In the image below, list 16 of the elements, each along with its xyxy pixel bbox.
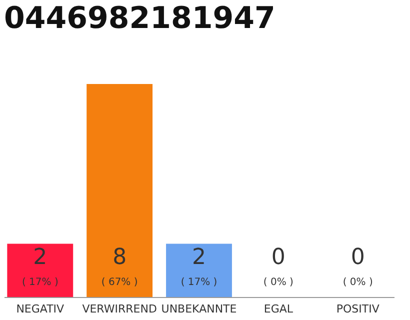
x-tick-label: POSITIV — [336, 302, 380, 316]
chart-title: 0446982181947 — [4, 1, 276, 36]
x-tick-label: EGAL — [264, 302, 294, 316]
x-tick-label: VERWIRREND — [82, 302, 157, 316]
x-tick-label: UNBEKANNTE — [161, 302, 237, 316]
data-label: 2 — [33, 245, 48, 270]
x-tick-label: NEGATIV — [16, 302, 65, 316]
data-label: 8 — [112, 245, 127, 270]
annotation: ( 17% ) — [180, 277, 218, 288]
annotation: ( 67% ) — [101, 277, 138, 288]
data-label: 0 — [350, 245, 365, 270]
annotation: ( 17% ) — [22, 277, 58, 288]
data-label: 0 — [271, 245, 286, 270]
data-label: 2 — [192, 245, 206, 270]
annotation: ( 0% ) — [263, 277, 294, 288]
annotation: ( 0% ) — [342, 277, 373, 288]
